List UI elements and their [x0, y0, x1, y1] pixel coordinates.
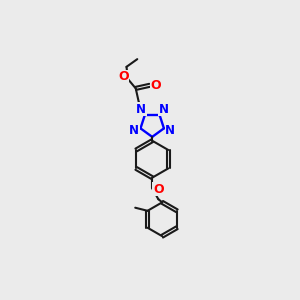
- Text: N: N: [165, 124, 176, 137]
- Text: N: N: [158, 103, 168, 116]
- Text: O: O: [150, 79, 161, 92]
- Text: N: N: [129, 124, 139, 137]
- Text: O: O: [153, 183, 164, 196]
- Text: N: N: [136, 103, 146, 116]
- Text: O: O: [118, 70, 129, 83]
